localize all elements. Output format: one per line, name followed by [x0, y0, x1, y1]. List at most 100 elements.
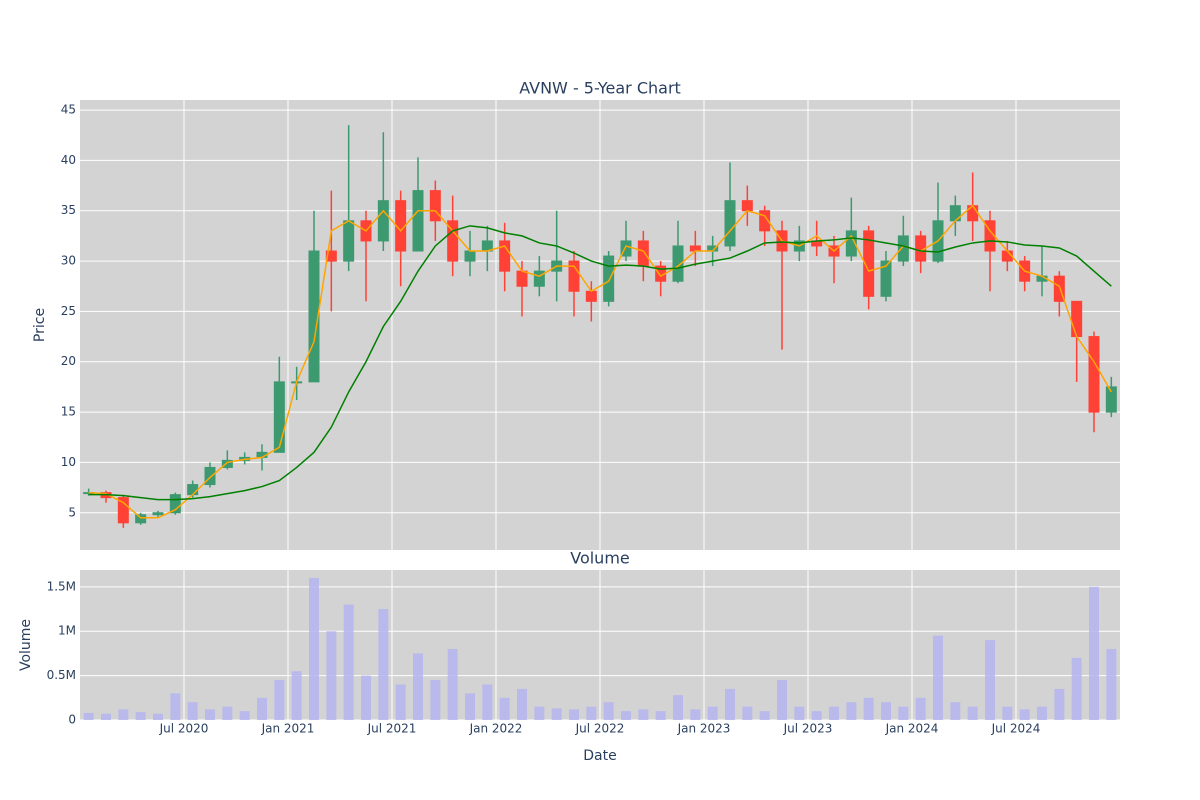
- y-tick-label: 1.5M: [47, 579, 76, 593]
- x-tick-label: Jan 2022: [469, 722, 523, 736]
- volume-bar: [950, 702, 961, 720]
- volume-bar: [361, 675, 371, 720]
- y-tick-label: 40: [61, 153, 76, 167]
- y-tick-label: 45: [61, 103, 76, 117]
- y-tick-label: 15: [61, 405, 76, 419]
- candle-body: [412, 190, 424, 252]
- volume-bar: [638, 709, 649, 720]
- volume-bar: [187, 702, 198, 720]
- volume-bar: [1089, 586, 1099, 720]
- volume-bar: [430, 680, 441, 720]
- x-tick-label: Jul 2022: [575, 722, 625, 736]
- candle-body: [585, 290, 597, 302]
- x-axis-title: Date: [583, 748, 616, 764]
- x-tick-label: Jul 2021: [367, 722, 417, 736]
- volume-bar: [603, 702, 614, 720]
- candle-body: [325, 250, 337, 262]
- candle-body: [863, 230, 875, 297]
- y-tick-label: 25: [61, 304, 76, 318]
- volume-bar: [205, 709, 215, 720]
- y-tick-label: 5: [68, 505, 76, 519]
- volume-bar: [343, 604, 354, 720]
- candle-body: [1105, 386, 1117, 413]
- volume-bar: [985, 640, 995, 720]
- candle-body: [135, 514, 147, 524]
- volume-bar: [967, 706, 978, 720]
- volume-bar: [551, 708, 562, 720]
- volume-bar: [1054, 688, 1065, 720]
- volume-bar: [777, 680, 787, 720]
- y-tick-label: 30: [61, 254, 76, 268]
- chart-title: AVNW - 5-Year Chart: [519, 79, 681, 98]
- volume-bar: [829, 706, 839, 720]
- x-tick-label: Jul 2020: [159, 722, 209, 736]
- x-tick-label: Jan 2021: [261, 722, 315, 736]
- volume-bar: [135, 712, 146, 720]
- subplot-title: Volume: [570, 549, 630, 568]
- volume-bar: [586, 706, 597, 720]
- candle-body: [187, 484, 199, 496]
- candle-body: [447, 220, 459, 262]
- volume-bar: [465, 693, 475, 720]
- candle-body: [1053, 275, 1065, 302]
- candle-body: [533, 270, 545, 287]
- candle-body: [152, 512, 164, 516]
- volume-bar: [413, 653, 423, 720]
- candle-body: [603, 255, 615, 302]
- volume-bar: [395, 684, 406, 720]
- candle-body: [620, 240, 632, 257]
- volume-bar: [118, 709, 129, 720]
- candle-body: [724, 200, 736, 247]
- y-axis-title: Price: [32, 308, 48, 342]
- candle-body: [845, 230, 857, 257]
- volume-bar: [447, 648, 458, 720]
- volume-bar: [915, 697, 926, 720]
- volume-bar: [881, 702, 891, 720]
- candle-body: [1071, 300, 1083, 338]
- volume-bar: [725, 688, 735, 720]
- candle-body: [1088, 336, 1100, 413]
- candle-body: [429, 190, 441, 222]
- volume-bar: [690, 709, 701, 720]
- y-tick-label: 0: [68, 713, 76, 727]
- candle-body: [273, 381, 285, 453]
- volume-bar: [499, 697, 510, 720]
- y-axis-title: Volume: [18, 619, 34, 671]
- volume-bar: [239, 711, 250, 720]
- candle-body: [221, 459, 233, 468]
- moving-average-line: [88, 204, 1112, 519]
- candle-body: [897, 235, 909, 262]
- volume-bar: [222, 706, 233, 720]
- candle-body: [689, 245, 701, 252]
- candle-body: [568, 260, 580, 292]
- volume-bar: [759, 711, 770, 720]
- volume-bar: [863, 697, 874, 720]
- volume-bar: [170, 693, 181, 720]
- candle-body: [464, 250, 476, 262]
- candle-body: [759, 210, 771, 232]
- candle-body: [637, 240, 649, 267]
- volume-bar: [83, 712, 94, 720]
- volume-bar: [378, 609, 389, 720]
- candle-body: [672, 245, 684, 282]
- volume-bar: [933, 635, 943, 720]
- volume-bar: [742, 706, 753, 720]
- y-tick-label: 10: [61, 455, 76, 469]
- volume-bar: [569, 709, 579, 720]
- candle-body: [117, 497, 129, 524]
- volume-bar: [794, 706, 805, 720]
- y-tick-label: 20: [61, 354, 76, 368]
- x-tick-label: Jan 2024: [885, 722, 939, 736]
- volume-bar: [846, 702, 857, 720]
- volume-bar: [291, 671, 302, 720]
- volume-bar: [1106, 648, 1117, 720]
- volume-bar: [673, 695, 683, 720]
- volume-bar: [153, 713, 163, 720]
- y-tick-label: 1M: [58, 624, 76, 638]
- volume-bar: [482, 684, 493, 720]
- volume-bar: [1037, 706, 1047, 720]
- volume-bar: [101, 713, 111, 720]
- candle-body: [377, 200, 389, 242]
- y-tick-label: 35: [61, 203, 76, 217]
